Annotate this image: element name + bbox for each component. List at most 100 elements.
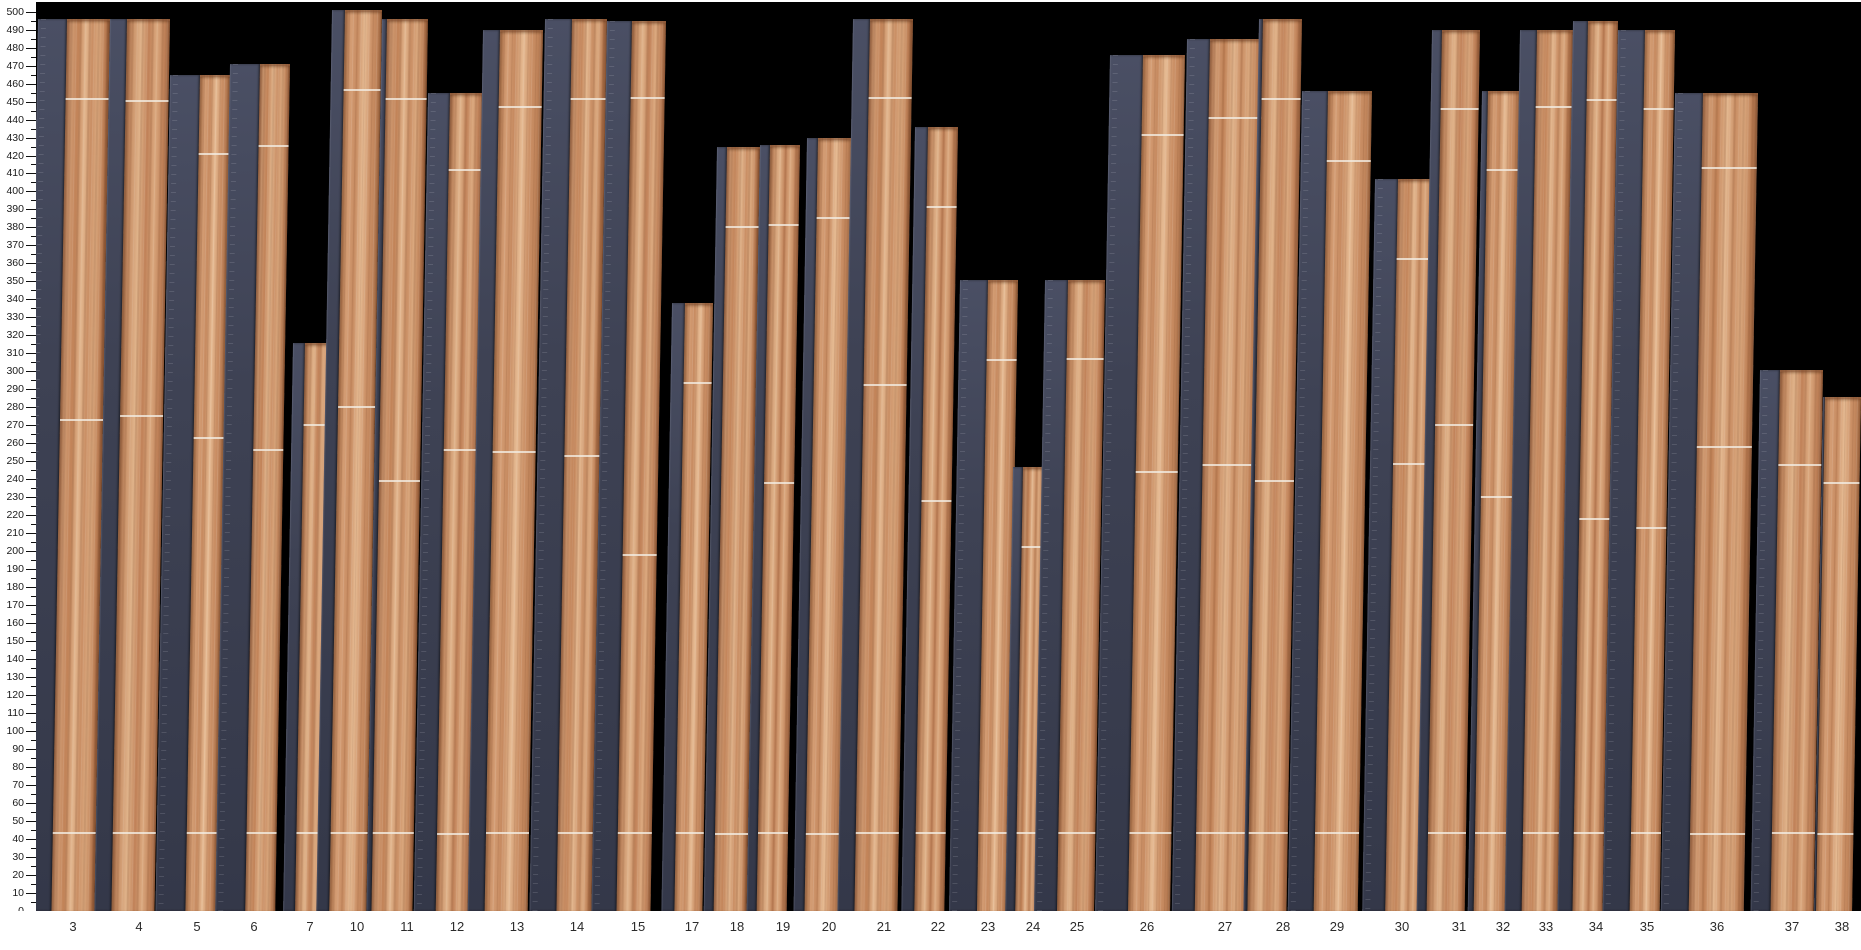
depth-mark-line <box>1248 832 1288 835</box>
axis-tick-label: 170 <box>6 599 24 612</box>
axis-minor-tick <box>31 326 36 328</box>
depth-mark-line <box>714 832 749 835</box>
depth-mark-line <box>258 144 289 147</box>
axis-tick-label: 490 <box>6 23 24 36</box>
axis-major-tick <box>26 83 36 85</box>
depth-mark-line <box>978 832 1009 835</box>
axis-minor-tick <box>31 128 36 130</box>
axis-minor-tick <box>31 470 36 472</box>
depth-mark-line <box>120 414 164 417</box>
axis-tick-label: 410 <box>6 167 24 180</box>
depth-mark-line <box>921 499 952 502</box>
sample-number-label: 24 <box>1025 919 1041 934</box>
axis-minor-tick <box>31 290 36 292</box>
axis-minor-tick <box>31 308 36 310</box>
depth-mark-line <box>1196 832 1250 835</box>
axis-minor-tick <box>31 578 36 580</box>
sample-number-label: 13 <box>509 919 525 934</box>
axis-major-tick <box>26 623 36 625</box>
depth-mark-line <box>622 553 657 556</box>
depth-mark-line <box>1690 832 1746 835</box>
sample-number-label: 11 <box>400 919 414 934</box>
axis-tick-label: 30 <box>12 851 24 864</box>
sample-number-label: 12 <box>449 919 465 934</box>
axis-tick-label: 100 <box>6 725 24 738</box>
axis-major-tick <box>26 497 36 499</box>
axis-major-tick <box>26 155 36 157</box>
axis-tick-label: 350 <box>6 275 24 288</box>
depth-mark-line <box>1535 105 1572 108</box>
axis-minor-tick <box>31 92 36 94</box>
axis-minor-tick <box>31 56 36 58</box>
axis-minor-tick <box>31 398 36 400</box>
axis-major-tick <box>26 695 36 697</box>
depth-mark-line <box>52 832 96 835</box>
depth-mark-line <box>1315 832 1360 835</box>
ruler-tick-texture <box>951 279 968 911</box>
depth-mark-line <box>1636 526 1667 529</box>
axis-tick-label: 460 <box>6 77 24 90</box>
axis-minor-tick <box>31 704 36 706</box>
axis-major-tick <box>26 335 36 337</box>
axis-tick-label: 140 <box>6 653 24 666</box>
axis-minor-tick <box>31 38 36 40</box>
depth-mark-line <box>498 105 542 108</box>
axis-tick-label: 190 <box>6 563 24 576</box>
axis-minor-tick <box>31 866 36 868</box>
axis-tick-label: 450 <box>6 95 24 108</box>
depth-mark-line <box>557 832 593 835</box>
axis-major-tick <box>26 353 36 355</box>
axis-tick-label: 340 <box>6 293 24 306</box>
axis-tick-label: 10 <box>12 887 24 899</box>
axis-tick-label: 440 <box>6 113 24 126</box>
sample-number-label: 29 <box>1329 919 1345 934</box>
depth-mark-line <box>385 98 427 101</box>
axis-minor-tick <box>31 20 36 22</box>
sample-number-label: 33 <box>1538 919 1554 934</box>
axis-tick-label: 210 <box>6 527 24 540</box>
depth-mark-line <box>617 832 652 835</box>
axis-tick-label: 390 <box>6 203 24 216</box>
axis-minor-tick <box>31 596 36 598</box>
depth-mark-line <box>65 98 109 101</box>
sample-number-label: 14 <box>569 919 585 934</box>
axis-minor-tick <box>31 182 36 184</box>
axis-minor-tick <box>31 776 36 778</box>
sample-number-label: 37 <box>1784 919 1800 934</box>
sample-number-label: 17 <box>684 919 700 934</box>
axis-minor-tick <box>31 146 36 148</box>
axis-major-tick <box>26 749 36 751</box>
sample-number-label: 31 <box>1451 919 1467 934</box>
depth-mark-line <box>1573 832 1604 835</box>
axis-major-tick <box>26 209 36 211</box>
axis-minor-tick <box>31 614 36 616</box>
sample-number-row: 3 4 5 6 7 10 11 12 13 14 15 17 18 19 20 21 22 23 24 25 26 27 2… <box>0 911 1861 950</box>
axis-tick-label: 280 <box>6 401 24 414</box>
axis-tick-label: 120 <box>6 689 24 702</box>
axis-minor-tick <box>31 110 36 112</box>
depth-mark-line <box>1435 423 1474 426</box>
depth-mark-line <box>330 832 368 835</box>
depth-mark-line <box>1129 832 1172 835</box>
sample-number-label: 36 <box>1709 919 1725 934</box>
axis-tick-label: 20 <box>12 869 24 882</box>
depth-mark-line <box>1643 107 1674 110</box>
axis-minor-tick <box>31 650 36 652</box>
depth-mark-line <box>1579 517 1610 520</box>
axis-minor-tick <box>31 74 36 76</box>
depth-mark-line <box>253 448 284 451</box>
wood-core-strip <box>1815 396 1861 911</box>
axis-major-tick <box>26 227 36 229</box>
axis-major-tick <box>26 821 36 823</box>
axis-major-tick <box>26 857 36 859</box>
axis-tick-label: 470 <box>6 59 24 72</box>
axis-tick-label: 330 <box>6 311 24 324</box>
sample-number-label: 32 <box>1495 919 1511 934</box>
axis-major-tick <box>26 803 36 805</box>
axis-tick-label: 200 <box>6 545 24 558</box>
axis-minor-tick <box>31 434 36 436</box>
axis-major-tick <box>26 893 36 894</box>
sample-number-label: 18 <box>729 919 745 934</box>
axis-minor-tick <box>31 164 36 166</box>
